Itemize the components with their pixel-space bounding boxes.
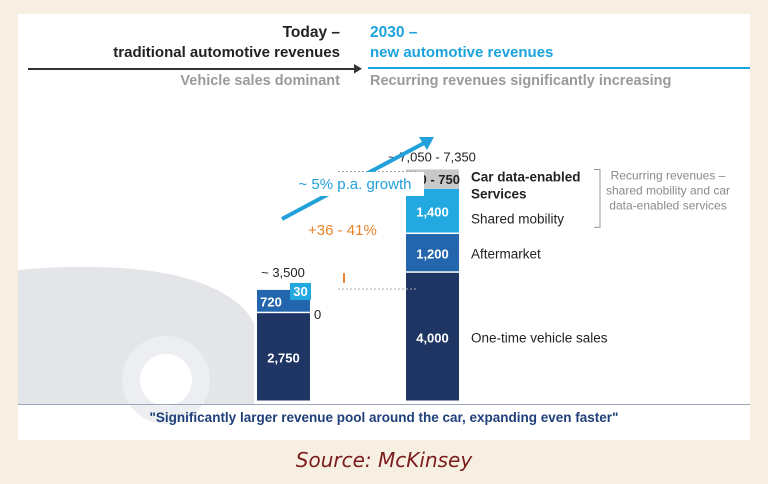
- future-note: Recurring revenues significantly increas…: [370, 73, 672, 89]
- data-label: 1,200: [416, 246, 449, 261]
- series-label: One-time vehicle sales: [471, 330, 608, 345]
- future-subtitle: new automotive revenues: [370, 44, 554, 61]
- growth-label-bg: [286, 172, 424, 196]
- chart-panel: Today – traditional automotive revenues …: [18, 14, 750, 440]
- source-caption: Source: McKinsey: [295, 448, 473, 472]
- bar-segment: [406, 272, 459, 401]
- future-timeline-line: [368, 67, 750, 69]
- increase-label: +36 - 41%: [308, 222, 377, 239]
- series-label: Shared mobility: [471, 211, 564, 226]
- footer-divider: [18, 404, 750, 405]
- series-label: Aftermarket: [471, 246, 541, 261]
- growth-label: ~ 5% p.a. growth: [299, 176, 412, 193]
- future-title: 2030 –: [370, 24, 418, 41]
- car-silhouette-icon: [18, 266, 254, 424]
- series-label: Car data-enabled: [471, 169, 581, 184]
- data-label: 2,750: [267, 351, 300, 366]
- bracket: [594, 168, 601, 228]
- bar-segment: [406, 188, 459, 233]
- bracket-note: Recurring revenues –: [611, 168, 726, 182]
- data-label: 4,000: [416, 330, 449, 345]
- today-note: Vehicle sales dominant: [180, 73, 340, 89]
- total-label: ~ 3,500: [261, 265, 305, 280]
- today-subtitle: traditional automotive revenues: [113, 44, 340, 61]
- total-label: ~ 7,050 - 7,350: [388, 149, 476, 164]
- today-timeline-line: [28, 68, 354, 70]
- data-label: 720: [260, 295, 282, 310]
- today-arrow-icon: [354, 64, 362, 74]
- series-label: Services: [471, 186, 527, 201]
- bar-segment: [406, 234, 459, 272]
- today-title: Today –: [282, 24, 340, 41]
- growth-arrow-icon: [419, 137, 434, 150]
- footer-quote: "Significantly larger revenue pool aroun…: [149, 410, 619, 425]
- data-label: 1,400: [416, 204, 449, 219]
- data-label: 30: [293, 284, 307, 299]
- bar-segment: [257, 313, 310, 401]
- bracket-note: shared mobility and car: [606, 183, 730, 197]
- data-label: 0: [314, 307, 321, 322]
- bar-segment-callout: [290, 282, 311, 300]
- bracket-note: data-enabled services: [609, 198, 726, 212]
